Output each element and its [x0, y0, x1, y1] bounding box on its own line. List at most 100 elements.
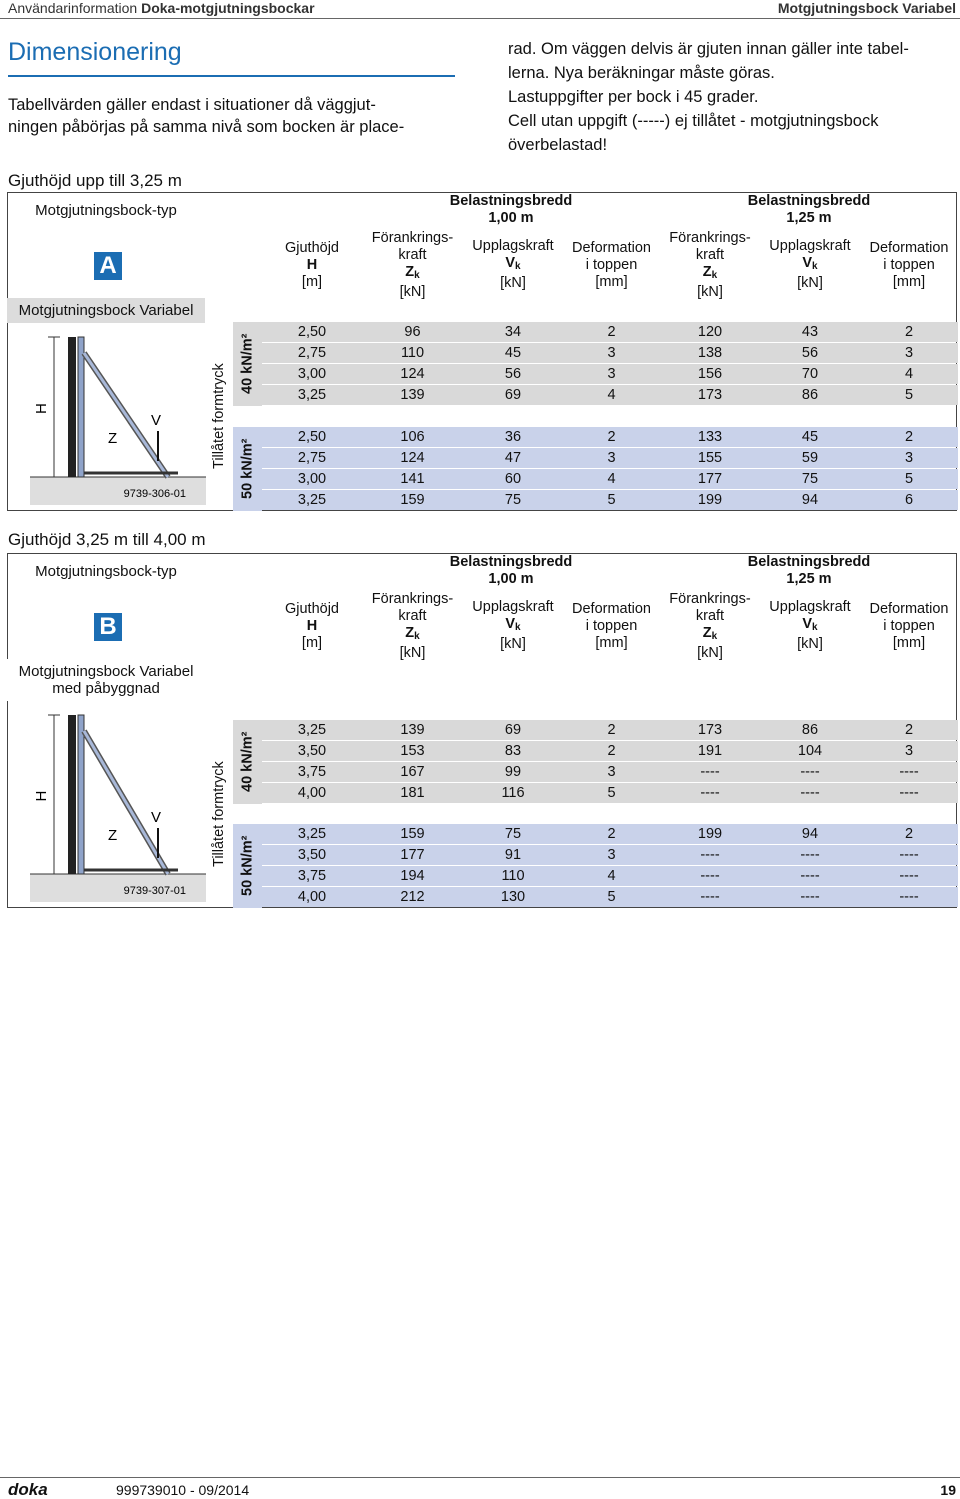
table-row — [262, 824, 958, 844]
header-line: kraft — [398, 607, 427, 624]
post — [77, 336, 85, 478]
table-cell: 3,00 — [297, 366, 327, 382]
table-cell: 45 — [504, 345, 522, 361]
type-band: Motgjutningsbock Variabel med påbyggnad — [7, 659, 205, 701]
header-line: Upplagskraft — [472, 599, 554, 615]
header-symbol: Zk — [703, 625, 717, 645]
intro-line: ningen påbörjas på samma nivå som bocken… — [8, 118, 405, 136]
table-row — [262, 490, 958, 510]
table-cell: 75 — [504, 492, 522, 508]
table-cell: 141 — [400, 471, 425, 487]
table-row — [262, 469, 958, 489]
pressure-value: 40 kN/m² — [233, 720, 262, 804]
width-value: 1,25 m — [786, 571, 832, 587]
symbol-sub: k — [711, 269, 718, 281]
width-value: 1,25 m — [786, 210, 832, 226]
header-symbol: Vk — [505, 255, 520, 275]
table-cell: 3,25 — [297, 492, 327, 508]
figure: H Z V 9739-307-01 — [30, 714, 206, 902]
column-header: Deformation i toppen [mm] — [563, 228, 660, 302]
table-cell: 99 — [504, 764, 522, 780]
table-cell: ---- — [800, 785, 820, 801]
width-value: 1,00 m — [488, 571, 534, 587]
table-cell: 96 — [404, 324, 421, 340]
footer-page: 19 — [940, 1482, 956, 1498]
header-prefix: Användarinformation — [8, 0, 138, 16]
table-cell: 56 — [801, 345, 819, 361]
table-cell: 194 — [400, 868, 425, 884]
width-value: 1,00 m — [488, 210, 534, 226]
column-header: Upplagskraft Vk [kN] — [760, 228, 860, 302]
table-cell: 43 — [801, 324, 819, 340]
type-label: Motgjutningsbock-typ — [35, 202, 177, 219]
ground — [30, 477, 206, 505]
table-cell: 3,00 — [297, 471, 327, 487]
table-cell: 159 — [400, 826, 425, 842]
pressure-value: 40 kN/m² — [233, 322, 262, 406]
table-cell: 138 — [697, 345, 723, 361]
header-line: Gjuthöjd — [284, 600, 339, 617]
table-cell: 159 — [400, 492, 425, 508]
table-cell: 133 — [697, 429, 723, 445]
table-row — [262, 427, 958, 447]
symbol: Z — [405, 624, 415, 641]
header-unit: [mm] — [595, 273, 628, 290]
table-cell: ---- — [700, 785, 720, 801]
table-cell: 199 — [697, 826, 723, 842]
header-line: Gjuthöjd — [284, 239, 339, 256]
table-cell: 5 — [904, 387, 914, 403]
figure-h: H — [33, 791, 50, 802]
header-unit: [kN] — [500, 636, 526, 652]
table-cell: 2 — [607, 722, 616, 738]
table-cell: 6 — [904, 492, 914, 508]
symbol-sub: k — [812, 261, 818, 272]
table-cell: 2,75 — [297, 450, 327, 466]
table-cell: 2,75 — [297, 345, 327, 361]
table-cell: 5 — [607, 492, 616, 508]
table-cell: 124 — [400, 450, 425, 466]
table-cell: 75 — [801, 471, 819, 487]
type-label: Motgjutningsbock-typ — [35, 563, 177, 580]
table-cell: ---- — [899, 764, 919, 780]
header-unit: [kN] — [697, 644, 723, 661]
symbol: Z — [702, 624, 712, 641]
section-heading: Gjuthöjd 3,25 m till 4,00 m — [8, 530, 206, 549]
header-line: kraft — [398, 246, 427, 263]
symbol-sub: k — [515, 622, 521, 633]
width-label: Belastningsbredd — [747, 193, 871, 209]
table-row — [262, 385, 958, 405]
header-rule — [0, 18, 960, 19]
header-line: i toppen — [585, 256, 638, 273]
header-line: [m] — [301, 634, 323, 651]
width-label: Belastningsbredd — [449, 554, 573, 570]
header-line: i toppen — [585, 617, 638, 634]
header-right: Motgjutningsbock Variabel — [777, 0, 956, 16]
table-cell: 130 — [500, 889, 526, 905]
header-line: [m] — [301, 273, 323, 290]
table-cell: 4,00 — [297, 785, 327, 801]
table-cell: ---- — [800, 847, 820, 863]
width-label: Belastningsbredd — [747, 554, 871, 570]
strut-inner — [82, 352, 170, 478]
table-cell: 2 — [904, 826, 914, 842]
table-cell: 91 — [504, 847, 522, 863]
table-cell: 173 — [697, 722, 723, 738]
header-unit: [kN] — [697, 283, 723, 300]
table-cell: 139 — [400, 387, 425, 403]
header-line: Upplagskraft — [769, 238, 851, 254]
footer-logo: doka — [8, 1480, 48, 1499]
ground — [30, 874, 206, 902]
symbol-sub: k — [711, 630, 718, 642]
table-cell: 3 — [607, 345, 616, 361]
symbol-sub: k — [414, 630, 420, 642]
header-line: Upplagskraft — [769, 599, 851, 615]
symbol-sub: k — [414, 269, 420, 281]
width-header: Belastningsbredd 1,00 m — [362, 554, 660, 588]
table-row — [262, 783, 958, 803]
symbol: V — [802, 616, 813, 632]
header-unit: [mm] — [892, 634, 926, 651]
header-line: Förankrings- — [371, 590, 454, 607]
header-symbol: Vk — [505, 616, 520, 636]
table-cell: 2 — [607, 429, 616, 445]
pressure-value: 50 kN/m² — [233, 824, 262, 908]
